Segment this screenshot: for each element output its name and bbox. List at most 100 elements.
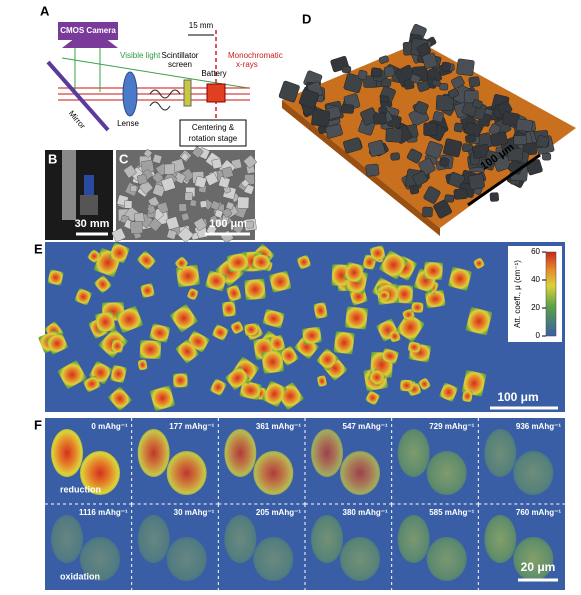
particle (385, 127, 403, 143)
state-label: 760 mAhg⁻¹ (516, 508, 561, 517)
particle (411, 302, 424, 313)
particle (423, 186, 441, 204)
scale-label: 20 μm (521, 560, 556, 574)
particle (409, 73, 421, 84)
camera-lens (62, 38, 118, 48)
particle (253, 537, 294, 581)
particle (205, 270, 227, 292)
particle (221, 166, 234, 179)
particle (246, 220, 254, 229)
particle (341, 65, 352, 73)
particle (422, 52, 438, 69)
particle (397, 515, 430, 563)
particle (484, 429, 517, 477)
colorbar-tick-label: 40 (531, 275, 540, 284)
particle (46, 332, 68, 355)
particle (363, 75, 377, 88)
scintillator-label: screen (168, 60, 192, 69)
particle (340, 537, 380, 581)
particle (373, 112, 387, 125)
particle (222, 207, 233, 218)
particle (493, 155, 511, 172)
particle (124, 200, 133, 209)
state-label: 0 mAhg⁻¹ (91, 422, 128, 431)
particle (139, 340, 162, 359)
particle (296, 255, 311, 270)
particle (378, 55, 389, 64)
direction-label: reduction (60, 484, 101, 494)
particle (333, 331, 355, 355)
state-label: 177 mAhg⁻¹ (169, 422, 214, 431)
battery (206, 83, 226, 103)
photo-detail (84, 175, 94, 195)
particle (447, 88, 459, 99)
particle (468, 173, 485, 190)
particle (241, 179, 250, 188)
particle (484, 515, 517, 563)
particle (239, 380, 262, 400)
particle (464, 121, 482, 138)
particle (412, 170, 429, 186)
particle (468, 76, 481, 88)
state-label: 30 mAhg⁻¹ (174, 508, 215, 517)
particle (343, 137, 363, 154)
beam (61, 57, 249, 89)
particle (406, 148, 423, 164)
photo-detail (62, 150, 76, 220)
particle (230, 321, 244, 335)
particle (435, 95, 454, 112)
particle (365, 163, 380, 177)
particle (237, 196, 250, 209)
particle (450, 75, 465, 89)
particle (164, 163, 176, 175)
mirror (46, 60, 110, 132)
particle (516, 118, 533, 132)
state-label: 205 mAhg⁻¹ (256, 508, 301, 517)
particle (192, 146, 204, 158)
state-label: 585 mAhg⁻¹ (429, 508, 474, 517)
particle (210, 200, 221, 211)
colorbar (545, 251, 557, 337)
particle (465, 307, 493, 336)
particle (47, 269, 64, 286)
particle (378, 291, 390, 300)
particle (383, 65, 395, 78)
particle (175, 256, 189, 270)
lens-label: Lense (117, 119, 139, 128)
particle (94, 275, 112, 293)
particle (74, 288, 92, 306)
mirror-label: Mirror (67, 109, 88, 131)
stage-label: Centering & (192, 123, 235, 132)
particle (439, 83, 449, 91)
particle (225, 366, 250, 390)
particle (140, 283, 155, 298)
visible-light-label: Visible light (120, 51, 161, 60)
particle (222, 301, 236, 317)
particle (389, 330, 401, 343)
particle (170, 304, 198, 332)
particle (173, 373, 188, 388)
scintillator (183, 79, 192, 107)
electrode-side (282, 100, 440, 236)
particle (111, 339, 124, 353)
particle (513, 135, 527, 145)
scale-bar (467, 153, 541, 207)
lens (122, 71, 138, 117)
particle (199, 200, 208, 208)
particle (426, 451, 467, 495)
sem-panel: C 100 μm (111, 146, 257, 244)
particle (409, 184, 420, 195)
particle (209, 215, 219, 224)
particle (443, 138, 463, 158)
particle (95, 311, 116, 333)
particle (472, 99, 483, 109)
render-panel: 100 μm D (278, 11, 576, 236)
particle (174, 172, 186, 184)
particle (395, 284, 414, 304)
particle (269, 335, 286, 353)
particle (111, 228, 126, 243)
particle (161, 177, 176, 192)
particle (344, 262, 365, 283)
scale-label: 100 μm (209, 218, 247, 230)
particle (414, 100, 429, 115)
